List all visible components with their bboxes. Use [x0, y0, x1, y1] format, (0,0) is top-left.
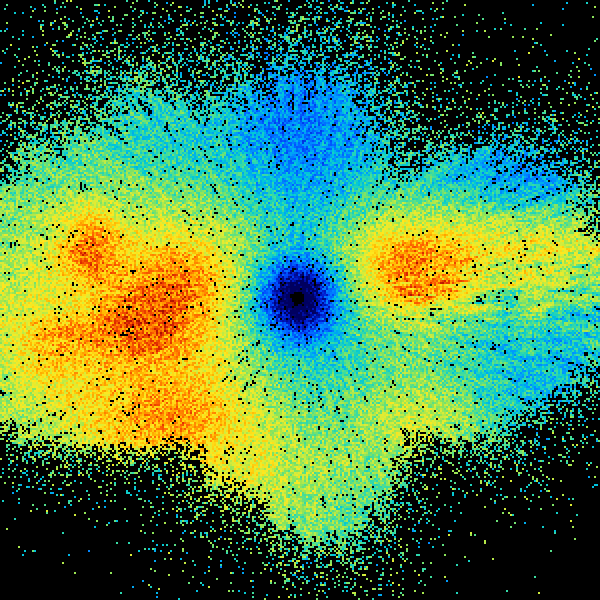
heatmap-canvas [0, 0, 600, 600]
false-color-heatmap-figure [0, 0, 600, 600]
